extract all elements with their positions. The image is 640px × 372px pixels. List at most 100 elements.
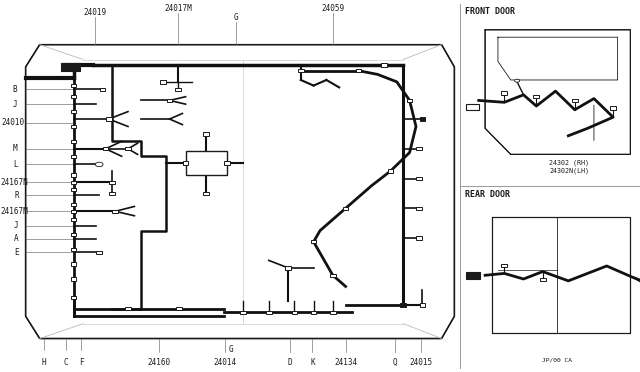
Bar: [96, 251, 102, 254]
Circle shape: [515, 79, 520, 82]
Text: B: B: [13, 85, 17, 94]
Bar: [183, 161, 188, 164]
Bar: [502, 263, 508, 267]
Bar: [160, 80, 166, 83]
Bar: [106, 117, 112, 121]
Bar: [70, 84, 77, 87]
Bar: [241, 311, 246, 314]
Text: 24059: 24059: [321, 4, 344, 13]
Bar: [417, 206, 422, 210]
Bar: [381, 63, 387, 67]
Bar: [166, 99, 173, 102]
Text: A: A: [14, 234, 19, 243]
Text: 24167N: 24167N: [0, 178, 28, 187]
Bar: [100, 87, 105, 91]
Text: R: R: [14, 191, 19, 200]
Bar: [204, 192, 209, 195]
Bar: [540, 278, 545, 281]
Text: M: M: [13, 144, 17, 153]
Text: G: G: [228, 345, 234, 354]
Text: L: L: [13, 160, 17, 169]
Bar: [70, 173, 77, 176]
Text: J: J: [14, 221, 19, 230]
Bar: [186, 151, 227, 175]
Bar: [70, 188, 77, 191]
Bar: [356, 69, 362, 72]
Text: FRONT DOOR: FRONT DOOR: [465, 7, 515, 16]
Text: E: E: [14, 248, 19, 257]
Bar: [113, 209, 118, 213]
Text: REAR DOOR: REAR DOOR: [465, 190, 509, 199]
Text: 24017M: 24017M: [164, 4, 192, 13]
Bar: [204, 132, 209, 135]
Bar: [70, 154, 77, 158]
Bar: [109, 192, 115, 195]
Bar: [70, 110, 77, 113]
Text: H: H: [41, 358, 46, 367]
Bar: [285, 266, 291, 269]
Bar: [611, 106, 616, 109]
Bar: [356, 69, 362, 72]
Bar: [70, 125, 77, 128]
Text: F: F: [79, 358, 84, 367]
Bar: [125, 307, 131, 310]
Bar: [70, 233, 77, 236]
Bar: [417, 237, 422, 240]
Bar: [292, 311, 297, 314]
Bar: [70, 296, 77, 299]
Bar: [311, 311, 316, 314]
Text: 24014: 24014: [214, 358, 237, 367]
Text: C: C: [63, 358, 68, 367]
Text: J: J: [13, 100, 17, 109]
Bar: [502, 91, 508, 94]
Text: 24302 (RH)
24302N(LH): 24302 (RH) 24302N(LH): [549, 160, 589, 174]
Text: G: G: [233, 13, 238, 22]
Bar: [61, 63, 80, 71]
Text: Q: Q: [392, 358, 397, 367]
Text: 24019: 24019: [83, 8, 106, 17]
Bar: [70, 95, 77, 98]
Bar: [70, 203, 77, 206]
Bar: [70, 248, 77, 251]
Bar: [330, 274, 336, 277]
Bar: [125, 147, 131, 150]
Bar: [420, 117, 426, 121]
Bar: [266, 311, 271, 314]
Bar: [388, 169, 393, 173]
Bar: [417, 177, 422, 180]
Bar: [102, 147, 109, 150]
Bar: [225, 161, 230, 164]
Text: 24010: 24010: [2, 118, 25, 127]
Bar: [70, 263, 77, 266]
Bar: [298, 69, 303, 72]
Polygon shape: [485, 30, 630, 154]
Bar: [466, 272, 480, 279]
Bar: [466, 104, 479, 110]
Text: K: K: [310, 358, 315, 367]
Polygon shape: [26, 45, 454, 339]
Bar: [330, 311, 336, 314]
Text: 24167M: 24167M: [0, 207, 28, 216]
Bar: [177, 307, 182, 310]
Bar: [343, 206, 349, 210]
Bar: [109, 180, 115, 184]
Text: 24160: 24160: [147, 358, 170, 367]
Bar: [407, 99, 413, 102]
Bar: [420, 304, 426, 307]
Bar: [417, 147, 422, 150]
Bar: [70, 209, 77, 213]
Bar: [70, 140, 77, 143]
Circle shape: [95, 162, 103, 167]
Bar: [311, 240, 316, 244]
Bar: [175, 87, 181, 91]
Text: 24134: 24134: [334, 358, 357, 367]
Bar: [534, 95, 540, 98]
Polygon shape: [492, 217, 630, 333]
Bar: [70, 278, 77, 280]
Bar: [70, 180, 77, 184]
Text: 24015: 24015: [410, 358, 433, 367]
Text: D: D: [287, 358, 292, 367]
Bar: [572, 99, 578, 102]
Bar: [401, 304, 406, 307]
Text: JP/00 CA: JP/00 CA: [542, 358, 572, 363]
